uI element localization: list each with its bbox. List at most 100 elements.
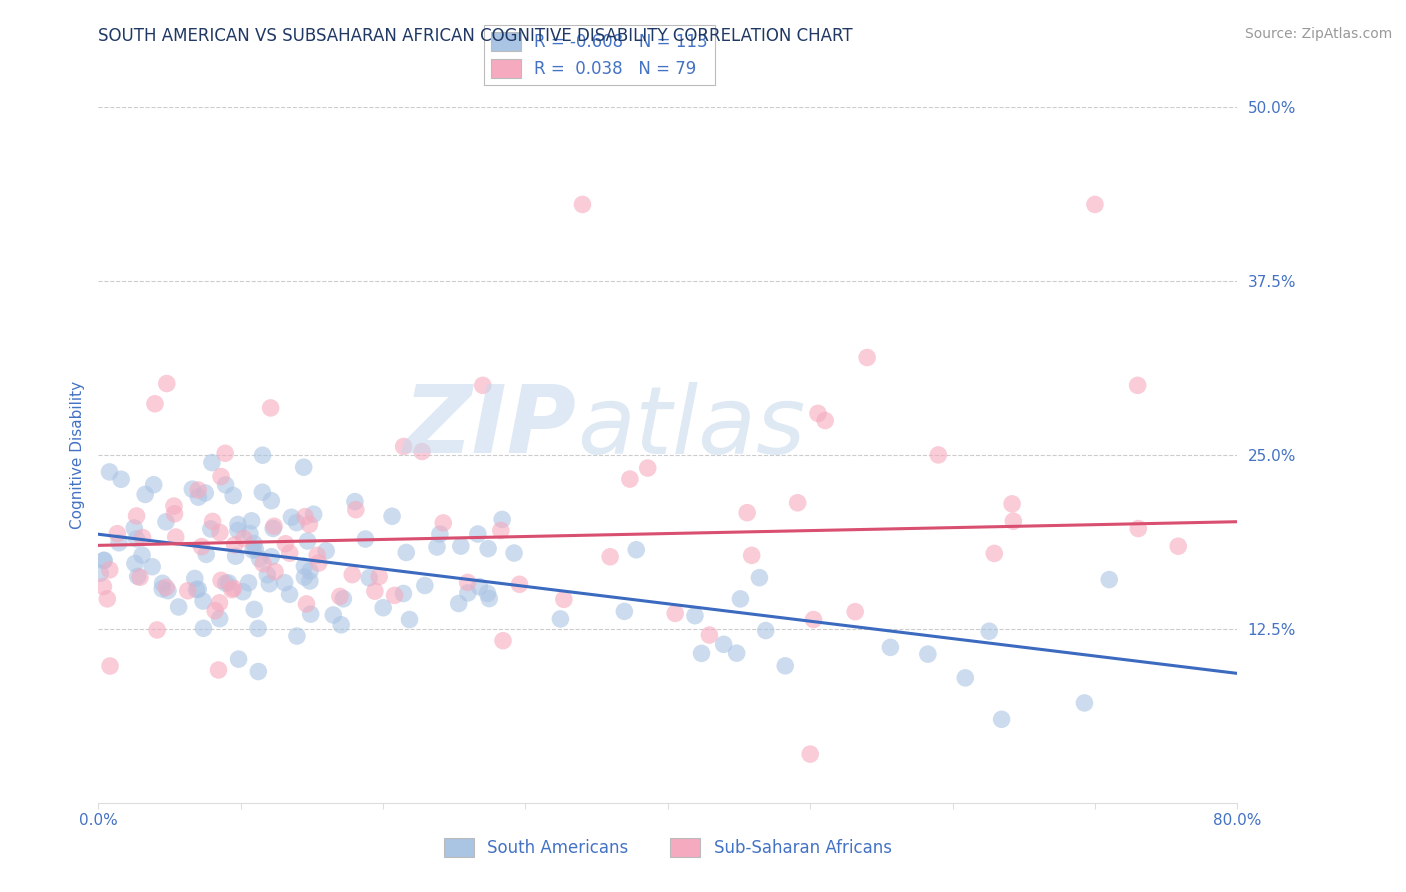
Point: [243, 602, 266, 616]
Point: [364, 584, 387, 599]
Point: [232, 532, 254, 546]
Point: [373, 600, 395, 615]
Point: [221, 582, 243, 597]
Point: [187, 582, 209, 597]
Point: [224, 538, 246, 552]
Point: [134, 487, 156, 501]
Point: [295, 597, 318, 611]
Point: [599, 549, 621, 564]
Point: [131, 531, 153, 545]
Point: [1084, 197, 1107, 211]
Point: [201, 456, 224, 470]
Point: [814, 413, 837, 427]
Point: [491, 512, 513, 526]
Text: Source: ZipAtlas.com: Source: ZipAtlas.com: [1244, 27, 1392, 41]
Point: [990, 712, 1012, 726]
Point: [208, 612, 231, 626]
Point: [298, 517, 321, 532]
Point: [713, 637, 735, 651]
Point: [225, 549, 247, 564]
Point: [208, 596, 231, 610]
Point: [155, 580, 177, 594]
Point: [110, 472, 132, 486]
Point: [150, 582, 173, 596]
Point: [274, 537, 297, 551]
Point: [1167, 539, 1189, 553]
Point: [252, 485, 274, 500]
Point: [690, 646, 713, 660]
Point: [626, 542, 648, 557]
Point: [571, 197, 593, 211]
Point: [98, 659, 121, 673]
Point: [262, 521, 284, 535]
Point: [432, 516, 454, 530]
Point: [699, 628, 721, 642]
Point: [243, 536, 266, 550]
Point: [247, 665, 270, 679]
Point: [329, 590, 352, 604]
Point: [146, 623, 169, 637]
Point: [342, 567, 364, 582]
Point: [122, 521, 145, 535]
Point: [307, 549, 329, 563]
Point: [426, 540, 449, 554]
Point: [879, 640, 901, 655]
Point: [735, 506, 758, 520]
Point: [163, 507, 186, 521]
Point: [280, 510, 302, 524]
Point: [152, 576, 174, 591]
Point: [297, 534, 319, 549]
Point: [683, 608, 706, 623]
Point: [979, 624, 1001, 639]
Point: [226, 517, 249, 532]
Point: [477, 541, 499, 556]
Point: [1001, 497, 1024, 511]
Point: [613, 604, 636, 618]
Y-axis label: Cognitive Disability: Cognitive Disability: [69, 381, 84, 529]
Point: [184, 571, 207, 585]
Point: [983, 546, 1005, 560]
Point: [218, 575, 240, 590]
Point: [308, 556, 330, 570]
Point: [395, 545, 418, 559]
Point: [129, 570, 152, 584]
Point: [450, 539, 472, 553]
Point: [195, 548, 218, 562]
Point: [856, 351, 879, 365]
Point: [186, 582, 208, 597]
Point: [392, 439, 415, 453]
Point: [447, 597, 470, 611]
Point: [844, 605, 866, 619]
Point: [215, 576, 238, 591]
Point: [285, 516, 308, 530]
Point: [232, 584, 254, 599]
Point: [238, 575, 260, 590]
Point: [489, 524, 512, 538]
Point: [1002, 514, 1025, 528]
Point: [392, 586, 415, 600]
Point: [124, 557, 146, 571]
Point: [207, 663, 229, 677]
Text: ZIP: ZIP: [404, 381, 576, 473]
Point: [471, 378, 494, 392]
Point: [457, 586, 479, 600]
Point: [252, 448, 274, 462]
Point: [165, 530, 187, 544]
Point: [1126, 378, 1149, 392]
Point: [96, 591, 118, 606]
Point: [553, 592, 575, 607]
Point: [181, 482, 204, 496]
Point: [664, 607, 686, 621]
Point: [93, 580, 115, 594]
Point: [786, 496, 808, 510]
Point: [190, 540, 212, 554]
Point: [155, 515, 177, 529]
Point: [1128, 522, 1150, 536]
Point: [89, 566, 111, 581]
Point: [105, 526, 128, 541]
Point: [260, 493, 283, 508]
Point: [256, 567, 278, 582]
Point: [163, 499, 186, 513]
Point: [315, 544, 337, 558]
Point: [354, 532, 377, 546]
